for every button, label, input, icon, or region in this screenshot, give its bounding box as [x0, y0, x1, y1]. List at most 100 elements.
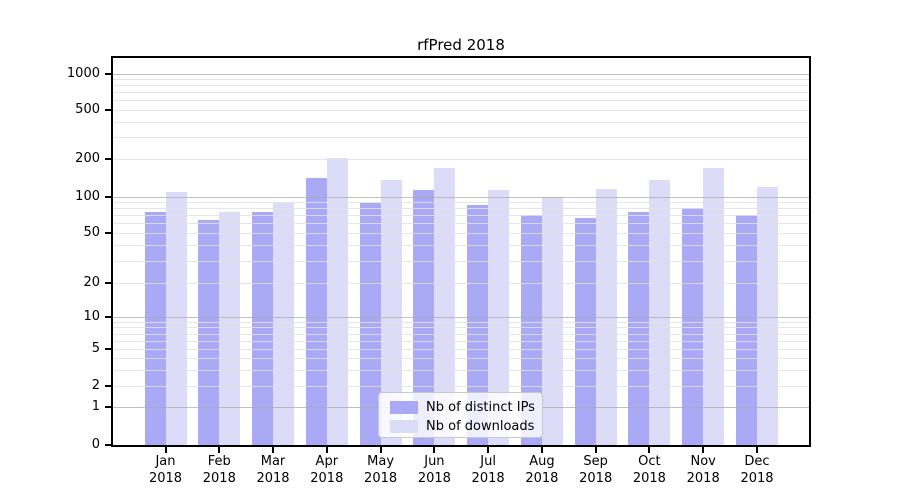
minor-gridline-700 — [113, 92, 809, 94]
chart-title: rfPred 2018 — [417, 36, 505, 54]
month-label: Dec — [744, 454, 770, 469]
x-tick-nov — [702, 447, 705, 453]
y-tick-label-5: 5 — [91, 341, 100, 356]
y-tick-0 — [105, 444, 111, 446]
legend-swatch-distinct-ips — [390, 401, 418, 414]
y-tick-50 — [105, 232, 111, 234]
month-label: Jan — [155, 454, 176, 469]
x-tick-jul — [487, 447, 490, 453]
minor-gridline-6 — [113, 340, 809, 342]
x-tick-jun — [433, 447, 436, 453]
legend-swatch-downloads — [390, 420, 418, 433]
month-label: Sep — [583, 454, 608, 469]
bar-downloads-apr — [326, 157, 348, 445]
bar-downloads-nov — [703, 168, 725, 445]
legend-label-downloads: Nb of downloads — [426, 419, 535, 434]
y-tick-label-10: 10 — [83, 309, 100, 324]
x-tick-label-nov: Nov 2018 — [675, 453, 731, 487]
minor-gridline-3 — [113, 369, 809, 371]
minor-gridline-300 — [113, 137, 809, 139]
x-tick-dec — [756, 447, 758, 453]
minor-gridline-9 — [113, 321, 809, 323]
minor-gridline-70 — [113, 215, 809, 217]
minor-gridline-40 — [113, 245, 809, 247]
x-tick-label-jun: Jun 2018 — [406, 453, 462, 487]
y-tick-200 — [105, 158, 111, 160]
x-tick-sep — [594, 447, 597, 453]
minor-gridline-80 — [113, 208, 809, 210]
y-tick-500 — [105, 109, 111, 111]
year-label: 2018 — [525, 471, 559, 486]
y-tick-2 — [105, 385, 111, 387]
year-label: 2018 — [364, 471, 398, 486]
minor-gridline-4 — [113, 358, 809, 359]
bar-downloads-jun — [434, 167, 456, 445]
x-tick-label-oct: Oct 2018 — [621, 453, 677, 487]
major-gridline-10 — [113, 317, 809, 318]
y-tick-label-20: 20 — [83, 275, 100, 290]
x-tick-label-dec: Dec 2018 — [729, 453, 785, 487]
year-label: 2018 — [686, 471, 720, 486]
month-label: Apr — [315, 454, 339, 469]
bar-distinct-ips-feb — [198, 220, 220, 445]
minor-gridline-60 — [113, 223, 809, 225]
month-label: May — [367, 454, 395, 469]
bar-downloads-mar — [273, 203, 294, 445]
major-gridline-1000 — [113, 73, 809, 75]
minor-gridline-600 — [113, 100, 809, 102]
minor-gridline-5 — [113, 349, 809, 350]
y-tick-20 — [105, 282, 111, 284]
x-tick-apr — [325, 447, 328, 453]
y-tick-100 — [105, 195, 111, 198]
bar-distinct-ips-nov — [682, 208, 704, 445]
minor-gridline-800 — [113, 85, 809, 87]
minor-gridline-20 — [113, 283, 809, 284]
month-label: Aug — [529, 454, 555, 469]
x-tick-label-aug: Aug 2018 — [514, 453, 570, 487]
x-tick-label-jan: Jan 2018 — [138, 453, 194, 487]
bar-distinct-ips-may — [359, 202, 381, 445]
y-tick-5 — [105, 348, 111, 350]
month-label: Mar — [260, 454, 286, 469]
x-tick-aug — [540, 447, 543, 453]
year-label: 2018 — [471, 471, 505, 486]
year-label: 2018 — [579, 471, 613, 486]
y-tick-label-0: 0 — [91, 437, 100, 452]
x-tick-jan — [164, 447, 167, 453]
minor-gridline-2 — [113, 386, 809, 387]
minor-gridline-400 — [113, 121, 809, 123]
x-tick-label-may: May 2018 — [353, 453, 409, 487]
y-tick-label-500: 500 — [75, 102, 100, 117]
legend-label-distinct-ips: Nb of distinct IPs — [426, 400, 535, 415]
minor-gridline-500 — [113, 110, 809, 111]
x-tick-may — [379, 447, 382, 453]
bar-downloads-dec — [757, 187, 778, 445]
y-tick-1000 — [105, 72, 111, 75]
month-label: Feb — [207, 454, 231, 469]
month-label: Jun — [424, 454, 445, 469]
bar-downloads-oct — [649, 179, 671, 445]
x-tick-label-jul: Jul 2018 — [460, 453, 516, 487]
minor-gridline-30 — [113, 260, 809, 262]
year-label: 2018 — [417, 471, 451, 486]
year-label: 2018 — [632, 471, 666, 486]
minor-gridline-8 — [113, 327, 809, 329]
month-label: Nov — [690, 454, 716, 469]
x-tick-feb — [218, 447, 221, 453]
bar-downloads-aug — [541, 197, 563, 445]
y-tick-label-2: 2 — [91, 378, 100, 393]
y-tick-label-100: 100 — [75, 188, 100, 204]
y-tick-1 — [105, 406, 111, 408]
minor-gridline-90 — [113, 202, 809, 203]
year-label: 2018 — [256, 471, 290, 486]
x-tick-label-mar: Mar 2018 — [245, 453, 301, 487]
legend: Nb of distinct IPs Nb of downloads — [378, 392, 543, 438]
year-label: 2018 — [202, 471, 236, 486]
x-tick-oct — [648, 447, 651, 453]
minor-gridline-900 — [113, 79, 809, 80]
month-label: Jul — [480, 454, 496, 469]
y-tick-label-1000: 1000 — [66, 65, 100, 81]
y-tick-label-200: 200 — [75, 151, 100, 166]
legend-row-downloads: Nb of downloads — [390, 418, 542, 435]
